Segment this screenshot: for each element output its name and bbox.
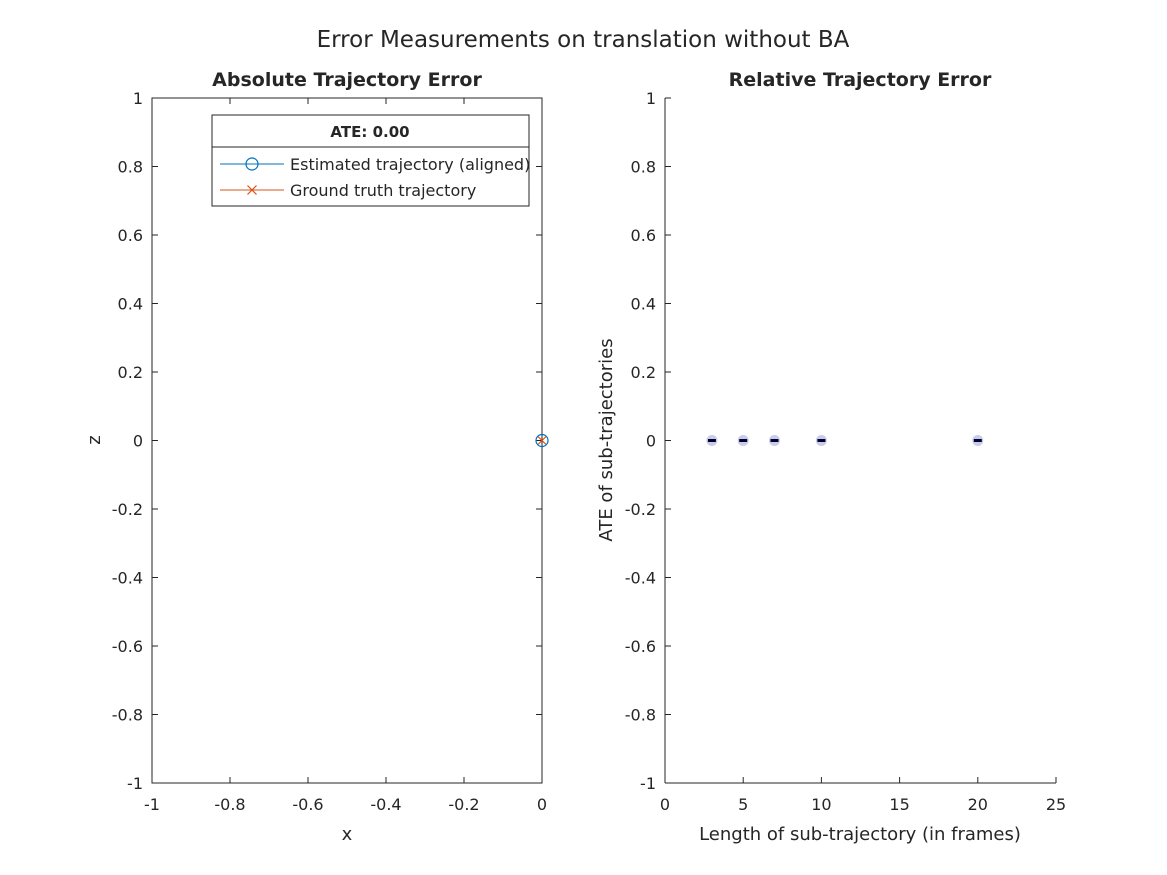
rte-x-tick-label: 5 bbox=[738, 795, 748, 814]
rte-x-tick-label: 0 bbox=[660, 795, 670, 814]
ate-x-tick-label: 0 bbox=[537, 795, 547, 814]
ate-y-tick-label: -0.6 bbox=[112, 637, 143, 656]
ate-y-tick-label: 0.2 bbox=[118, 363, 143, 382]
ground-truth-trajectory-point bbox=[537, 436, 547, 445]
rte-y-tick-label: 0 bbox=[646, 432, 656, 451]
rte-y-tick-label: 0.4 bbox=[631, 295, 656, 314]
ate-y-tick-label: 0.8 bbox=[118, 158, 143, 177]
ate-legend: ATE: 0.00 Estimated trajectory (aligned)… bbox=[211, 114, 530, 207]
ate-y-tick-label: -0.4 bbox=[112, 569, 143, 588]
ate-y-tick-label: 0.4 bbox=[118, 295, 143, 314]
rte-y-tick-label: -0.6 bbox=[625, 637, 656, 656]
ate-data-marks bbox=[535, 433, 549, 448]
rte-y-tick-label: 1 bbox=[646, 89, 656, 108]
estimated-trajectory-point bbox=[535, 433, 549, 448]
ate-y-ticks: -1 -0.8 -0.6 -0.4 -0.2 0 0.2 0.4 0.6 0.8 1 bbox=[112, 89, 542, 793]
rte-x-axis-label: Length of sub-trajectory (in frames) bbox=[699, 824, 1021, 845]
rte-x-tick-label: 20 bbox=[968, 795, 988, 814]
rte-y-axis-label: ATE of sub-trajectories bbox=[596, 338, 617, 541]
rte-x-tick-label: 25 bbox=[1046, 795, 1066, 814]
ate-x-tick-label: -0.6 bbox=[292, 795, 323, 814]
ate-x-tick-label: -0.4 bbox=[370, 795, 401, 814]
ate-legend-box bbox=[211, 114, 530, 207]
ate-x-tick-label: -0.8 bbox=[214, 795, 245, 814]
legend-ground-truth-label: Ground truth trajectory bbox=[290, 181, 476, 200]
ate-axes-title: Absolute Trajectory Error bbox=[212, 69, 482, 91]
rte-y-ticks: -1 -0.8 -0.6 -0.4 -0.2 0 0.2 0.4 0.6 0.8 1 bbox=[625, 89, 671, 793]
ate-x-tick-label: -1 bbox=[144, 795, 160, 814]
legend-estimated-label: Estimated trajectory (aligned) bbox=[290, 155, 530, 174]
rte-x-tick-label: 10 bbox=[811, 795, 831, 814]
legend-estimated-circle-marker bbox=[245, 157, 259, 171]
ate-x-ticks: -1 -0.8 -0.6 -0.4 -0.2 0 bbox=[144, 98, 547, 814]
ate-x-tick-label: -0.2 bbox=[448, 795, 479, 814]
ate-y-tick-label: -1 bbox=[127, 774, 143, 793]
ate-y-tick-label: 0 bbox=[133, 432, 143, 451]
figure-title: Error Measurements on translation withou… bbox=[317, 27, 850, 53]
ate-legend-title: ATE: 0.00 bbox=[330, 123, 409, 141]
rte-x-tick-label: 15 bbox=[889, 795, 909, 814]
rte-y-tick-label: -0.8 bbox=[625, 706, 656, 725]
rte-y-tick-label: 0.6 bbox=[631, 226, 656, 245]
rte-y-tick-label: -0.4 bbox=[625, 569, 656, 588]
ate-x-axis-label: x bbox=[342, 824, 353, 845]
rte-axes-title: Relative Trajectory Error bbox=[729, 69, 992, 91]
ate-y-tick-label: 1 bbox=[133, 89, 143, 108]
ate-y-tick-label: -0.2 bbox=[112, 500, 143, 519]
legend-ground-truth-x-marker bbox=[247, 185, 257, 195]
ate-axes: Absolute Trajectory Error -1 -0.8 -0.6 -0.4… bbox=[84, 69, 549, 845]
rte-data-marks bbox=[706, 435, 984, 446]
rte-x-ticks: 0 5 10 15 20 25 bbox=[660, 777, 1066, 814]
ate-y-tick-label: -0.8 bbox=[112, 706, 143, 725]
rte-y-tick-label: -1 bbox=[640, 774, 656, 793]
rte-y-tick-label: -0.2 bbox=[625, 500, 656, 519]
ate-y-tick-label: 0.6 bbox=[118, 226, 143, 245]
rte-y-tick-label: 0.2 bbox=[631, 363, 656, 382]
rte-y-tick-label: 0.8 bbox=[631, 158, 656, 177]
rte-axes: Relative Trajectory Error 0 5 10 15 20 25 -1-… bbox=[596, 69, 1066, 845]
ate-y-axis-label: z bbox=[84, 435, 105, 444]
